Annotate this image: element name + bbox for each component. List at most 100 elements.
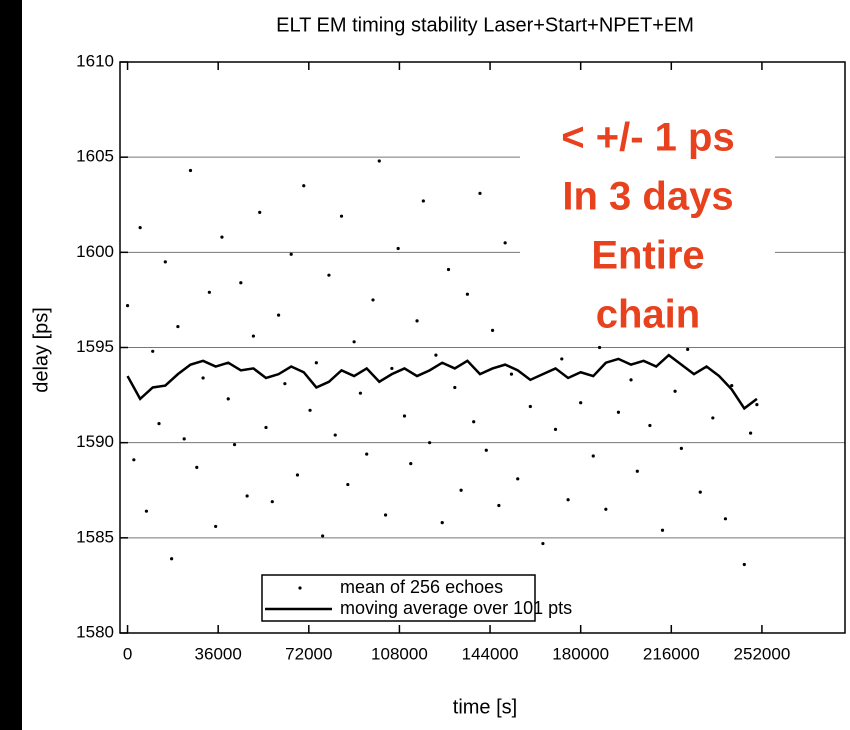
data-point — [214, 524, 218, 529]
data-point — [346, 482, 350, 487]
y-tick-label: 1600 — [76, 242, 114, 261]
y-tick-label: 1590 — [76, 432, 114, 451]
data-point — [251, 334, 256, 338]
chart-title: ELT EM timing stability Laser+Start+NPET… — [276, 14, 694, 36]
data-point — [686, 347, 690, 352]
y-tick-label: 1610 — [76, 51, 114, 70]
data-point — [170, 557, 174, 561]
legend-symbol — [298, 586, 302, 590]
data-point — [383, 513, 388, 517]
data-point — [245, 494, 249, 498]
data-point — [742, 562, 746, 567]
data-point — [239, 281, 243, 285]
data-point — [157, 422, 161, 426]
data-point — [616, 410, 621, 414]
data-point — [673, 389, 677, 393]
x-axis-label: time [s] — [453, 696, 517, 718]
data-point — [302, 184, 306, 188]
x-tick-label: 72000 — [285, 644, 332, 663]
data-point — [730, 383, 734, 388]
data-point — [755, 403, 759, 407]
data-point — [321, 534, 325, 538]
x-tick-label: 144000 — [462, 644, 519, 663]
data-point — [528, 404, 532, 409]
annotation: chain — [596, 293, 700, 337]
data-point — [232, 442, 237, 447]
x-tick-label: 252000 — [734, 644, 791, 663]
annotation: In 3 days — [562, 175, 733, 219]
data-point — [195, 465, 199, 470]
data-point — [188, 168, 193, 173]
data-point — [591, 454, 595, 458]
data-point — [358, 391, 363, 395]
data-point — [509, 372, 514, 376]
annotation: Entire — [591, 234, 704, 278]
annotation-box — [520, 100, 775, 345]
data-point — [648, 423, 652, 428]
data-point — [132, 458, 136, 462]
legend-label: moving average over 101 pts — [340, 598, 572, 618]
data-point — [560, 357, 564, 361]
data-point — [264, 425, 268, 430]
data-point — [390, 366, 394, 371]
data-point — [434, 353, 438, 357]
x-tick-label: 216000 — [643, 644, 700, 663]
data-point — [748, 431, 753, 435]
data-point — [490, 328, 495, 332]
data-point — [629, 378, 633, 382]
data-point — [698, 490, 702, 494]
data-point — [566, 498, 570, 502]
annotation: < +/- 1 ps — [561, 116, 734, 160]
data-point — [333, 433, 337, 437]
data-point — [339, 214, 344, 218]
y-axis-label: delay [ps] — [30, 307, 52, 393]
y-tick-label: 1585 — [76, 527, 114, 546]
data-point — [440, 521, 444, 525]
legend-label: mean of 256 echoes — [340, 577, 503, 597]
legend-box — [261, 574, 536, 622]
data-point — [446, 267, 451, 272]
data-point — [283, 382, 287, 386]
x-tick-label: 36000 — [195, 644, 242, 663]
line-series — [126, 353, 758, 411]
data-point — [597, 345, 602, 350]
data-point — [541, 541, 545, 546]
data-point — [365, 452, 369, 456]
data-point — [579, 401, 583, 405]
data-point — [377, 159, 381, 163]
data-point — [711, 416, 715, 420]
data-point — [371, 298, 375, 302]
data-point — [182, 437, 186, 441]
data-point — [258, 210, 262, 214]
data-point — [201, 376, 205, 380]
x-tick-label: 0 — [123, 644, 132, 663]
data-point — [484, 448, 488, 452]
y-tick-label: 1595 — [76, 337, 114, 356]
data-point — [396, 246, 400, 251]
data-point — [465, 292, 469, 296]
data-point — [144, 509, 149, 513]
data-point — [421, 199, 425, 203]
data-point — [459, 488, 463, 492]
y-tick-label: 1605 — [76, 147, 114, 166]
data-point — [314, 361, 318, 365]
data-point — [207, 290, 211, 294]
plot-frame — [119, 61, 846, 634]
data-point — [125, 304, 130, 308]
data-point — [163, 260, 167, 264]
data-point — [453, 385, 457, 390]
data-point — [270, 500, 274, 504]
x-tick-label: 108000 — [371, 644, 428, 663]
data-point — [402, 414, 407, 418]
data-point — [138, 225, 142, 230]
data-point — [478, 191, 482, 195]
data-point — [428, 441, 432, 445]
data-point — [604, 507, 608, 511]
data-point — [295, 473, 300, 477]
data-point — [327, 273, 331, 277]
data-point — [176, 324, 180, 329]
data-point — [289, 252, 293, 256]
data-point — [660, 528, 665, 532]
data-point — [151, 349, 155, 353]
